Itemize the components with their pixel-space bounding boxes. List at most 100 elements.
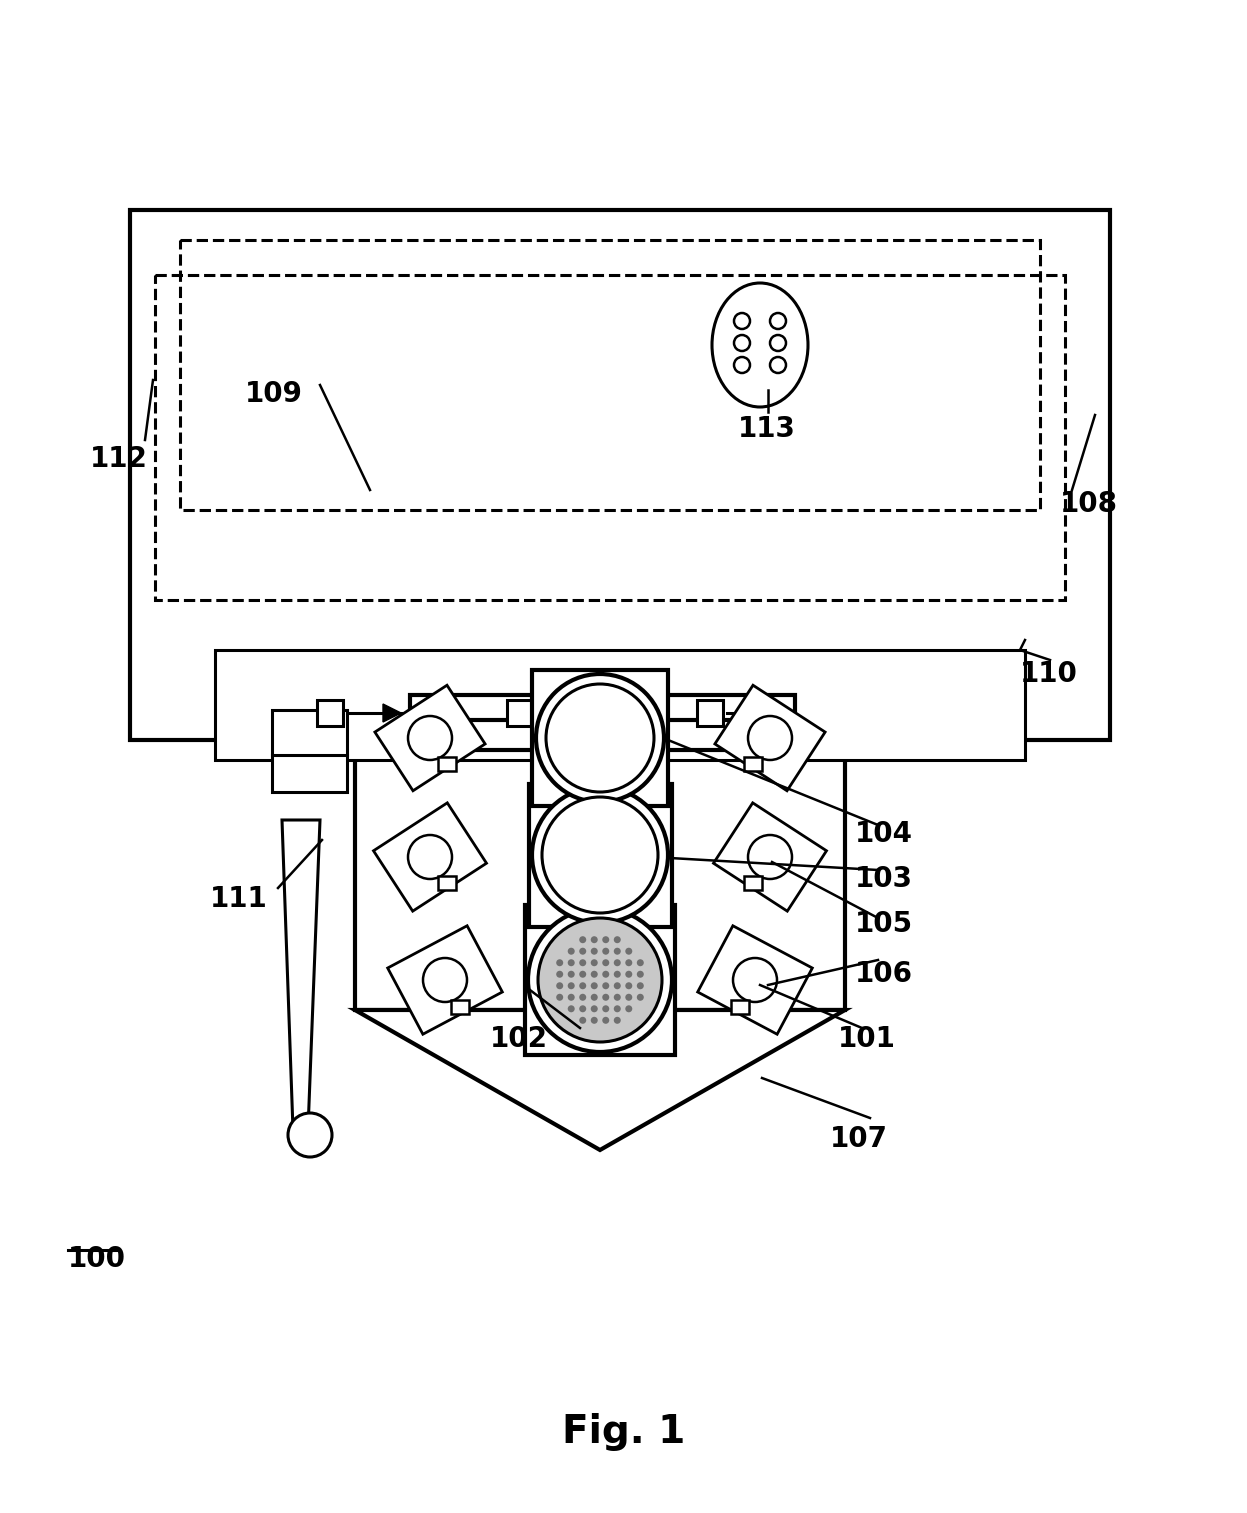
- Bar: [697, 701, 723, 726]
- Circle shape: [734, 313, 749, 328]
- Circle shape: [591, 994, 597, 1000]
- Text: 107: 107: [831, 1126, 888, 1153]
- Circle shape: [591, 971, 597, 977]
- Circle shape: [614, 994, 621, 1000]
- Circle shape: [423, 958, 466, 1002]
- Circle shape: [748, 835, 792, 879]
- Text: 112: 112: [90, 445, 148, 474]
- Text: 106: 106: [855, 961, 913, 988]
- Circle shape: [527, 908, 672, 1052]
- Circle shape: [591, 937, 597, 943]
- Circle shape: [408, 716, 451, 760]
- Text: 105: 105: [855, 909, 913, 938]
- Bar: [410, 694, 796, 744]
- Circle shape: [556, 971, 564, 977]
- Bar: [532, 670, 668, 806]
- Circle shape: [769, 313, 786, 328]
- Text: 103: 103: [855, 865, 913, 893]
- Circle shape: [532, 787, 668, 923]
- Circle shape: [536, 673, 663, 802]
- Circle shape: [614, 937, 621, 943]
- Ellipse shape: [712, 283, 808, 407]
- Circle shape: [591, 1005, 597, 1012]
- Circle shape: [748, 716, 792, 760]
- Circle shape: [542, 797, 658, 912]
- Bar: [355, 720, 845, 1011]
- Bar: [438, 876, 456, 890]
- Circle shape: [567, 1005, 575, 1012]
- Bar: [130, 210, 1110, 740]
- Polygon shape: [355, 1011, 845, 1150]
- Bar: [438, 756, 456, 772]
- Circle shape: [288, 1114, 332, 1157]
- Text: 109: 109: [244, 380, 303, 409]
- Circle shape: [625, 959, 632, 967]
- Text: 101: 101: [838, 1024, 895, 1053]
- Circle shape: [637, 994, 643, 1000]
- Circle shape: [602, 982, 610, 990]
- Text: 111: 111: [209, 885, 268, 912]
- Circle shape: [556, 994, 564, 1000]
- Bar: [272, 710, 347, 791]
- Circle shape: [579, 982, 586, 990]
- Circle shape: [733, 958, 777, 1002]
- Polygon shape: [713, 803, 827, 911]
- Text: 113: 113: [738, 415, 796, 443]
- Circle shape: [556, 982, 564, 990]
- Circle shape: [591, 982, 597, 990]
- Circle shape: [556, 959, 564, 967]
- Circle shape: [567, 971, 575, 977]
- Text: 100: 100: [69, 1245, 126, 1272]
- Circle shape: [734, 334, 749, 351]
- Circle shape: [579, 947, 586, 955]
- Circle shape: [567, 982, 575, 990]
- Circle shape: [637, 959, 643, 967]
- Polygon shape: [282, 820, 320, 1130]
- Bar: [317, 701, 343, 726]
- Circle shape: [591, 959, 597, 967]
- Polygon shape: [763, 704, 781, 722]
- Bar: [435, 720, 764, 750]
- Circle shape: [602, 1005, 610, 1012]
- Polygon shape: [574, 704, 591, 722]
- Text: 104: 104: [855, 820, 913, 847]
- Circle shape: [567, 959, 575, 967]
- Bar: [525, 905, 675, 1055]
- Circle shape: [625, 994, 632, 1000]
- Bar: [508, 701, 532, 726]
- Circle shape: [602, 937, 610, 943]
- Circle shape: [625, 947, 632, 955]
- Circle shape: [546, 684, 653, 791]
- Polygon shape: [374, 803, 486, 911]
- Circle shape: [579, 994, 586, 1000]
- Circle shape: [579, 1017, 586, 1024]
- Bar: [732, 1000, 749, 1014]
- Bar: [180, 241, 1040, 510]
- Polygon shape: [383, 704, 402, 722]
- Circle shape: [769, 334, 786, 351]
- Circle shape: [579, 937, 586, 943]
- Circle shape: [637, 971, 643, 977]
- Circle shape: [602, 994, 610, 1000]
- Polygon shape: [375, 685, 485, 791]
- Circle shape: [537, 918, 662, 1042]
- Circle shape: [602, 1017, 610, 1024]
- Polygon shape: [388, 926, 503, 1035]
- Circle shape: [602, 959, 610, 967]
- Circle shape: [602, 947, 610, 955]
- Circle shape: [579, 959, 586, 967]
- Circle shape: [408, 835, 451, 879]
- Text: 110: 110: [1020, 660, 1077, 688]
- Circle shape: [614, 947, 621, 955]
- Circle shape: [614, 959, 621, 967]
- Text: 102: 102: [490, 1024, 547, 1053]
- Text: 108: 108: [1060, 490, 1119, 517]
- Bar: [744, 756, 762, 772]
- Circle shape: [591, 947, 597, 955]
- Bar: [529, 784, 671, 926]
- Circle shape: [602, 971, 610, 977]
- Circle shape: [614, 982, 621, 990]
- Circle shape: [614, 971, 621, 977]
- Bar: [155, 275, 1065, 601]
- Circle shape: [769, 357, 786, 374]
